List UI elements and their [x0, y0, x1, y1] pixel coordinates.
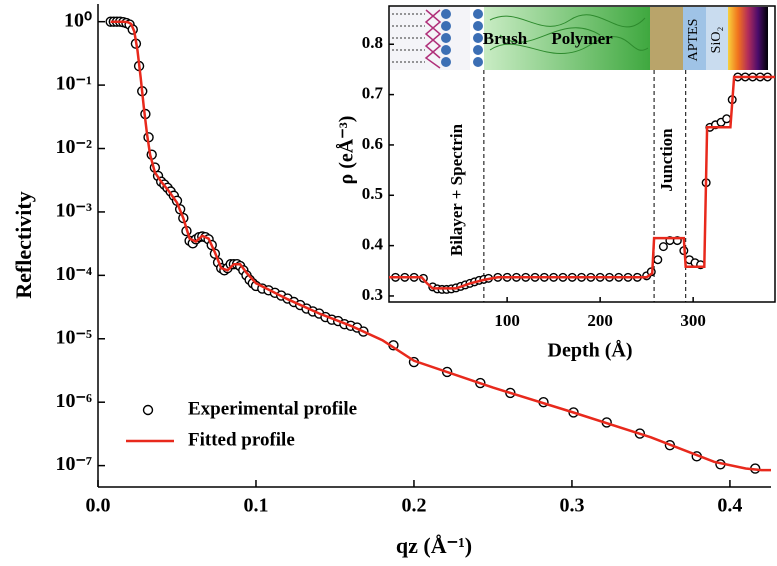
y-tick-label: 0.8	[362, 33, 383, 52]
aptes-region	[683, 7, 706, 70]
x-axis-title: qz (Å⁻¹)	[396, 533, 472, 558]
annotation: Polymer	[551, 29, 613, 48]
annotation: Bilayer + Spectrin	[447, 123, 466, 256]
inset-x-axis-title: Depth (Å)	[548, 339, 633, 362]
x-tick-label: 200	[587, 311, 613, 330]
legend-label: Fitted profile	[188, 429, 295, 450]
x-tick-label: 300	[680, 311, 706, 330]
data-point	[653, 255, 663, 265]
junction-region	[650, 7, 683, 70]
y-tick-label: 0.5	[362, 184, 383, 203]
substrate-region	[728, 7, 768, 70]
fit-line	[389, 75, 775, 290]
y-tick-label: 10⁻⁷	[55, 453, 92, 475]
y-axis-title: Reflectivity	[11, 191, 36, 299]
layer-schematic	[390, 7, 768, 70]
y-tick-label: 0.3	[362, 285, 383, 304]
y-tick-label: 10⁰	[64, 9, 92, 31]
inset-y-axis-title: ρ (eÅ⁻³)	[335, 116, 358, 185]
legend-label: Experimental profile	[188, 398, 357, 419]
annotation: Brush	[483, 29, 528, 48]
spectrin	[424, 9, 442, 69]
annotation: SiO₂	[709, 27, 724, 54]
annotation: Junction	[657, 128, 676, 192]
legend-marker	[142, 404, 154, 416]
x-tick-label: 0.3	[559, 495, 584, 517]
y-tick-label: 0.6	[362, 134, 383, 153]
x-tick-label: 0.2	[401, 495, 426, 517]
x-tick-label: 0.1	[243, 495, 268, 517]
y-tick-label: 10⁻⁵	[55, 326, 92, 348]
y-tick-label: 10⁻²	[55, 136, 92, 158]
fit-line	[110, 20, 771, 472]
y-tick-label: 10⁻⁴	[55, 263, 92, 285]
plot-frame	[388, 5, 776, 303]
y-tick-label: 10⁻³	[55, 200, 92, 222]
y-tick-label: 10⁻⁶	[55, 390, 92, 412]
data-point	[658, 242, 668, 252]
lipid-heads	[441, 9, 483, 67]
y-tick-label: 0.4	[362, 235, 384, 254]
polymer-chains	[489, 14, 649, 55]
y-tick-label: 10⁻¹	[55, 73, 92, 95]
x-tick-label: 0.4	[717, 495, 742, 517]
inset-plot: Bilayer + Spectrin Brush Polymer Junctio…	[335, 5, 776, 362]
lipid-tails	[392, 13, 425, 63]
x-tick-label: 100	[494, 311, 520, 330]
y-tick-label: 0.7	[362, 84, 384, 103]
sio2-region	[706, 7, 728, 70]
bilayer-region	[390, 7, 470, 70]
x-tick-label: 0.0	[86, 495, 111, 517]
data-point	[722, 114, 732, 124]
annotation: APTES	[686, 19, 701, 62]
main-plot: Reflectivity qz (Å⁻¹) 0.0 0.1 0.2 0.3 0.4 10⁰…	[11, 4, 771, 558]
